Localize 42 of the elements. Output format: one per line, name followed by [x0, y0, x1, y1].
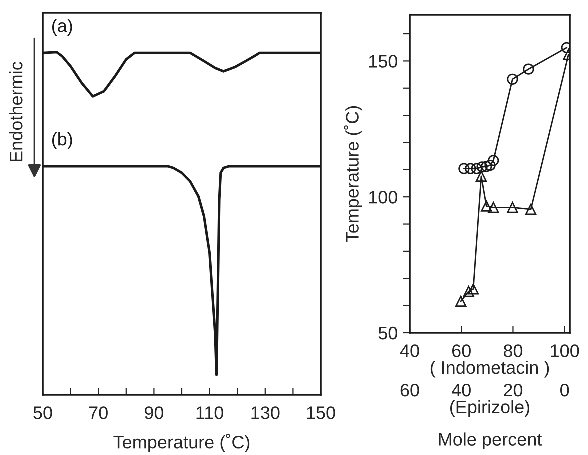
x-tick-label: 110 [196, 406, 224, 420]
y-tick-label: 50 [378, 326, 398, 340]
point [525, 204, 537, 216]
point [471, 163, 482, 174]
x2-tick-label: 60 [400, 384, 420, 397]
x2-tick-label: 20 [504, 384, 523, 397]
point [463, 286, 474, 298]
point [507, 202, 518, 214]
point [481, 200, 492, 212]
x2-tick-label: 40 [452, 384, 471, 397]
point [458, 163, 470, 174]
x-axis-title: ( Indometacin ) [430, 360, 550, 378]
x-tick-label: 70 [89, 406, 108, 420]
x2-axis-title: (Epirizole) [450, 400, 530, 418]
point [465, 163, 476, 174]
x-tick-label: 100 [551, 344, 580, 358]
text: Mole percent [439, 432, 542, 450]
y-axis-title: Temperature (˚C) [344, 106, 363, 242]
point [484, 160, 496, 172]
x-tick-label: 40 [400, 344, 420, 358]
point [468, 284, 480, 295]
series-label: (b) [52, 132, 72, 150]
x-tick-label: 150 [307, 406, 336, 420]
x-tick-label: 50 [34, 406, 52, 420]
series-label: (a) [52, 19, 72, 36]
point [523, 64, 534, 75]
x-tick-label: 130 [252, 406, 280, 420]
x-tick-label: 90 [145, 406, 164, 420]
point [488, 202, 500, 214]
point [476, 170, 488, 182]
point [488, 155, 500, 166]
y-tick-label: 100 [369, 191, 398, 204]
point [481, 161, 492, 172]
x-axis-title: Temperature (˚C) [114, 434, 250, 452]
x-tick-label: 60 [452, 344, 471, 358]
x2-tick-label: 0 [560, 384, 570, 397]
y-axis-title: Endothermic [10, 62, 23, 162]
y-tick-label: 150 [369, 55, 398, 68]
point [507, 74, 518, 85]
point [456, 296, 467, 308]
point [476, 162, 488, 173]
x-tick-label: 80 [504, 344, 523, 358]
